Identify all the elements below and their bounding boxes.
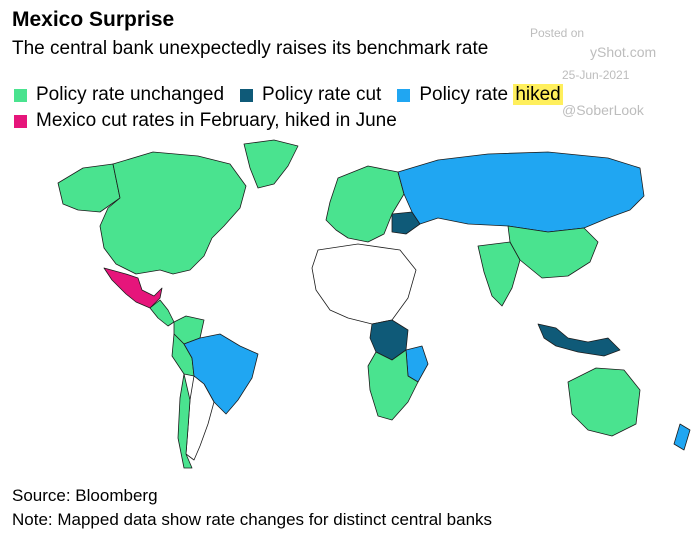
region-russia <box>397 151 645 233</box>
region-alaska <box>57 163 121 213</box>
legend-row-1: Policy rate unchanged Policy rate cut Po… <box>14 84 579 106</box>
watermark-date: 25-Jun-2021 <box>562 68 630 82</box>
chart-title: Mexico Surprise <box>12 8 175 31</box>
legend-label-hiked-prefix: Policy rate <box>419 84 514 105</box>
region-india <box>477 241 521 307</box>
legend-item-hiked: Policy rate hiked <box>397 84 563 106</box>
region-brazil <box>183 333 259 415</box>
region-north-africa <box>311 243 417 325</box>
watermark-site: yShot.com <box>590 44 657 60</box>
legend-label-unchanged: Policy rate unchanged <box>36 84 225 105</box>
legend-swatch-cut <box>240 88 254 102</box>
footnote: Note: Mapped data show rate changes for … <box>12 510 493 529</box>
region-new-zealand <box>673 423 691 451</box>
legend-swatch-unchanged <box>14 88 27 102</box>
watermark-handle: @SoberLook <box>562 102 644 118</box>
legend-row-2: Mexico cut rates in February, hiked in J… <box>14 110 413 132</box>
legend-swatch-hiked <box>397 88 411 102</box>
legend-label-mexico: Mexico cut rates in February, hiked in J… <box>36 110 397 131</box>
region-china <box>507 225 599 279</box>
legend-label-cut: Policy rate cut <box>262 84 382 105</box>
watermark-posted: Posted on <box>530 26 585 40</box>
region-canada-us <box>99 151 247 275</box>
region-indonesia <box>537 323 621 357</box>
world-map <box>57 139 691 469</box>
region-mexico <box>103 267 163 309</box>
legend-item-mexico: Mexico cut rates in February, hiked in J… <box>14 110 397 132</box>
region-southern-africa <box>367 349 419 421</box>
legend-item-unchanged: Policy rate unchanged <box>14 84 224 106</box>
region-greenland <box>243 139 299 189</box>
chart-subtitle: The central bank unexpectedly raises its… <box>12 38 489 59</box>
legend-label-hiked: Policy rate hiked <box>419 84 563 106</box>
region-australia <box>567 367 641 437</box>
region-europe <box>325 165 405 243</box>
region-ukraine <box>391 211 421 235</box>
legend-item-cut: Policy rate cut <box>240 84 381 106</box>
source-note: Source: Bloomberg <box>12 486 158 505</box>
legend-label-hiked-highlight: hiked <box>513 84 563 105</box>
region-chile <box>177 373 193 469</box>
legend-swatch-mexico <box>14 114 27 128</box>
